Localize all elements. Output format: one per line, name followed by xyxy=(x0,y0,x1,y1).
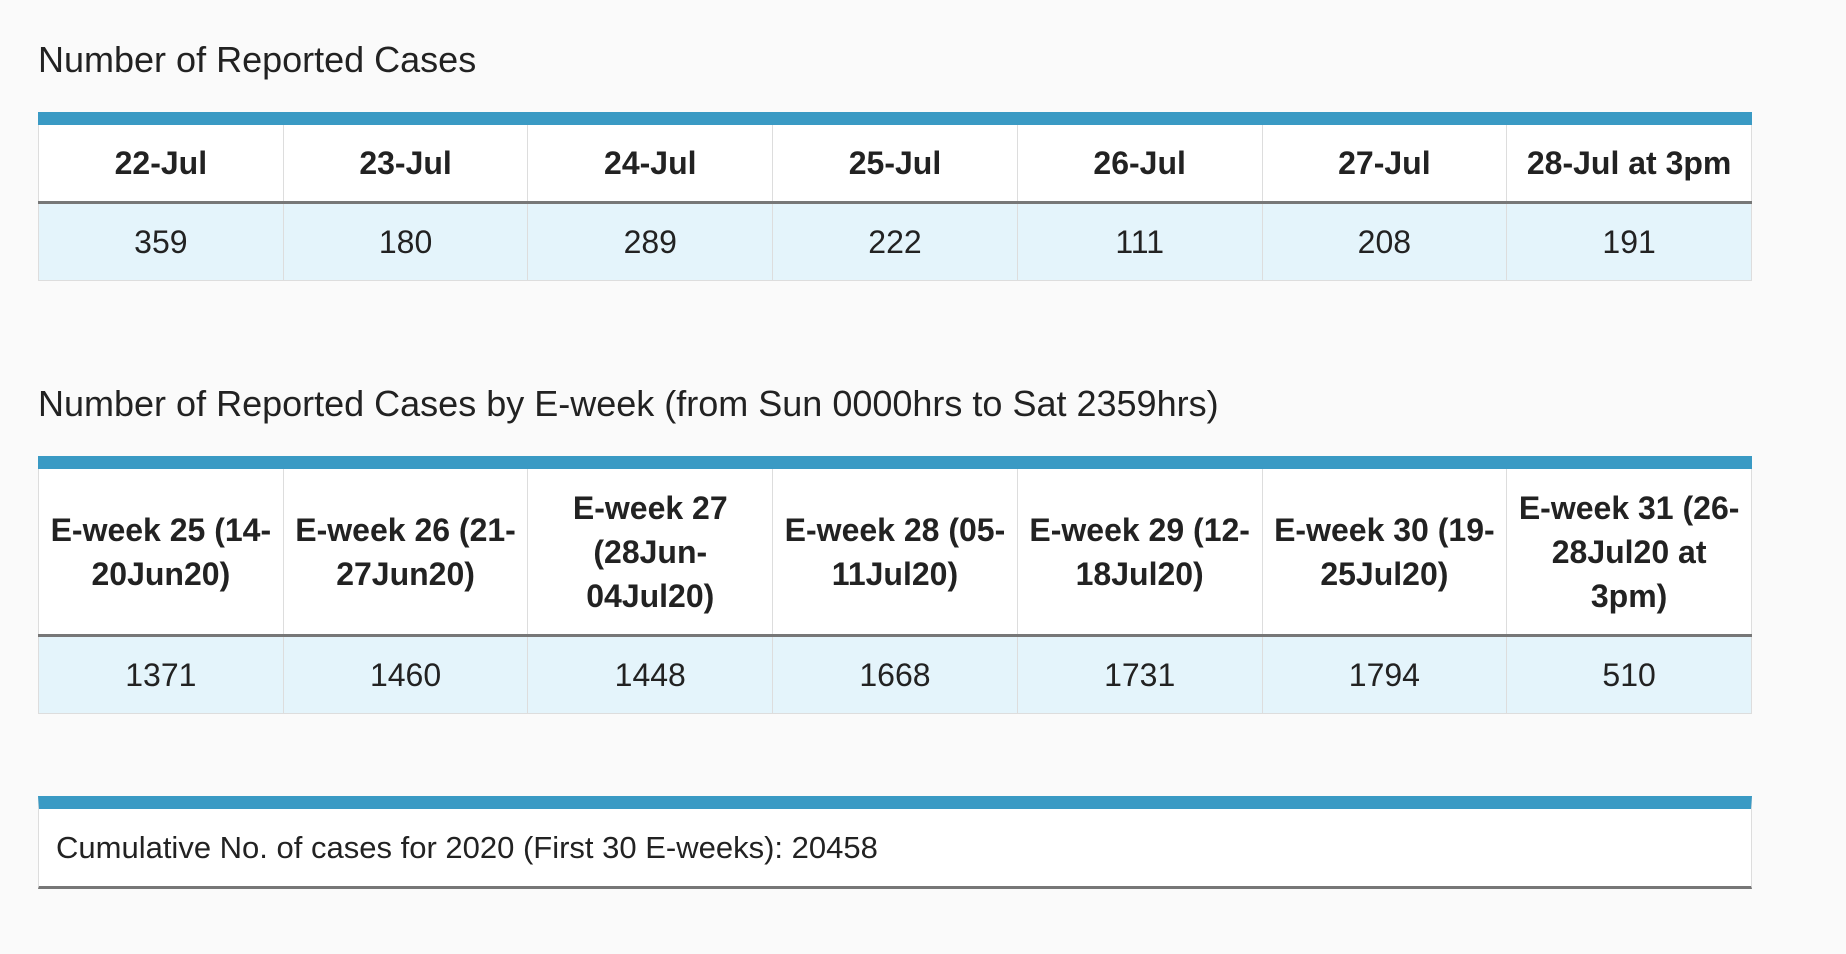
eweek-value-row: 1371 1460 1448 1668 1731 1794 510 xyxy=(38,635,1752,714)
eweek-header-cell: E-week 26 (21-27Jun20) xyxy=(282,462,529,637)
daily-value-cell: 359 xyxy=(38,202,284,281)
daily-header-cell: 28-Jul at 3pm xyxy=(1506,118,1752,204)
eweek-cases-title: Number of Reported Cases by E-week (from… xyxy=(38,383,1219,424)
daily-cases-table: 22-Jul 23-Jul 24-Jul 25-Jul 26-Jul 27-Ju… xyxy=(38,112,1752,281)
eweek-cases-table: E-week 25 (14-20Jun20) E-week 26 (21-27J… xyxy=(38,456,1752,714)
daily-value-cell: 208 xyxy=(1261,202,1508,281)
eweek-header-cell: E-week 31 (26-28Jul20 at 3pm) xyxy=(1506,462,1752,637)
eweek-value-cell: 1794 xyxy=(1261,635,1508,714)
eweek-value-cell: 510 xyxy=(1506,635,1752,714)
cumulative-cases-text: Cumulative No. of cases for 2020 (First … xyxy=(56,830,878,865)
eweek-header-cell: E-week 28 (05-11Jul20) xyxy=(772,462,1018,637)
eweek-value-cell: 1371 xyxy=(38,635,284,714)
daily-header-cell: 24-Jul xyxy=(527,118,774,204)
daily-value-cell: 191 xyxy=(1506,202,1752,281)
daily-header-row: 22-Jul 23-Jul 24-Jul 25-Jul 26-Jul 27-Ju… xyxy=(38,118,1752,204)
daily-header-cell: 23-Jul xyxy=(282,118,529,204)
daily-header-cell: 25-Jul xyxy=(772,118,1018,204)
eweek-value-cell: 1460 xyxy=(282,635,529,714)
eweek-header-cell: E-week 30 (19-25Jul20) xyxy=(1261,462,1508,637)
daily-value-cell: 111 xyxy=(1016,202,1263,281)
eweek-header-cell: E-week 29 (12-18Jul20) xyxy=(1016,462,1263,637)
daily-header-cell: 27-Jul xyxy=(1261,118,1508,204)
eweek-header-row: E-week 25 (14-20Jun20) E-week 26 (21-27J… xyxy=(38,462,1752,637)
daily-header-cell: 26-Jul xyxy=(1016,118,1263,204)
eweek-value-cell: 1448 xyxy=(527,635,774,714)
eweek-header-cell: E-week 27 (28Jun-04Jul20) xyxy=(527,462,774,637)
eweek-header-cell: E-week 25 (14-20Jun20) xyxy=(38,462,284,637)
eweek-value-cell: 1668 xyxy=(772,635,1018,714)
daily-cases-title: Number of Reported Cases xyxy=(38,39,477,80)
daily-value-row: 359 180 289 222 111 208 191 xyxy=(38,202,1752,281)
cumulative-cases-box: Cumulative No. of cases for 2020 (First … xyxy=(38,796,1752,889)
daily-value-cell: 222 xyxy=(772,202,1018,281)
daily-value-cell: 180 xyxy=(282,202,529,281)
daily-header-cell: 22-Jul xyxy=(38,118,284,204)
eweek-value-cell: 1731 xyxy=(1016,635,1263,714)
daily-value-cell: 289 xyxy=(527,202,774,281)
